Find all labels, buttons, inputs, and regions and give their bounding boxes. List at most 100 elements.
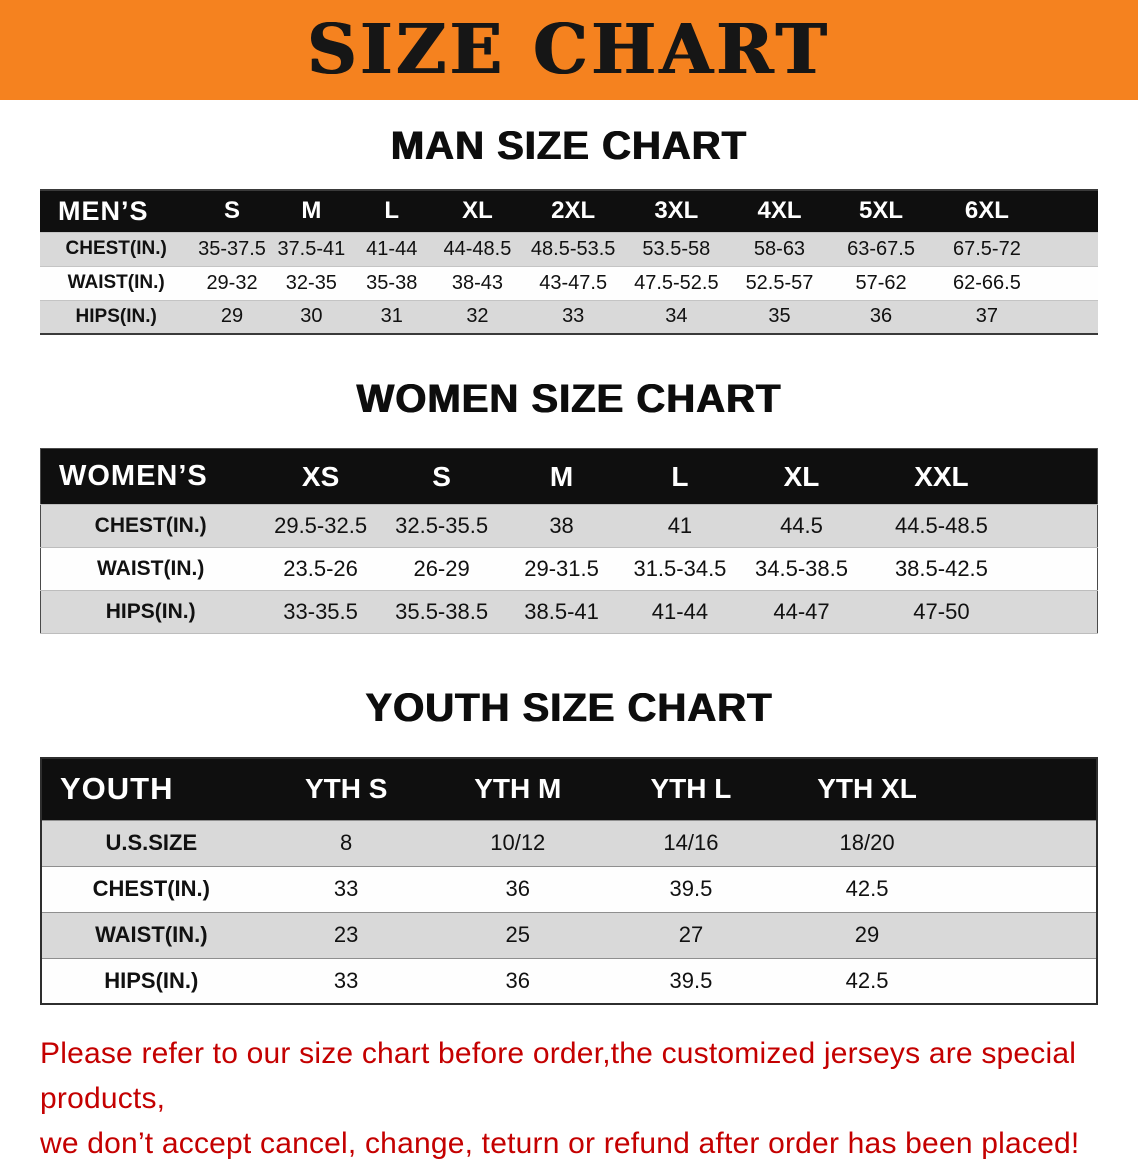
size-value: 57-62 <box>830 266 932 300</box>
size-value: 43-47.5 <box>522 266 624 300</box>
size-value: 37.5-41 <box>271 232 352 266</box>
size-value: 47.5-52.5 <box>623 266 729 300</box>
table-row: U.S.SIZE 8 10/12 14/16 18/20 <box>41 820 1097 866</box>
size-value: 31.5-34.5 <box>620 547 740 591</box>
size-value: 38.5-42.5 <box>863 547 1098 591</box>
disclaimer-line-1: Please refer to our size chart before or… <box>40 1037 1077 1115</box>
size-value: 23.5-26 <box>260 547 381 591</box>
size-value: 39.5 <box>603 958 779 1004</box>
size-column-header: S <box>380 448 503 505</box>
banner: SIZE CHART <box>0 0 1138 100</box>
page-title: SIZE CHART <box>307 10 831 90</box>
size-value: 52.5-57 <box>728 266 831 300</box>
size-value: 44-48.5 <box>432 232 523 266</box>
youth-size-table: YOUTH YTH S YTH M YTH L YTH XL U.S.SIZE 8 10/12… <box>40 757 1098 1005</box>
section-women: WOMEN SIZE CHART WOMEN’S XS S M L XL XXL CHEST(… <box>0 377 1138 634</box>
size-value: 8 <box>260 820 432 866</box>
size-value: 41 <box>620 504 740 548</box>
table-title-cell: WOMEN’S <box>40 448 261 505</box>
size-column-header: YTH S <box>260 758 432 820</box>
size-value: 35.5-38.5 <box>380 590 503 634</box>
size-column-header: YTH XL <box>778 758 1097 820</box>
size-column-header: L <box>351 190 433 232</box>
size-value: 35 <box>728 300 831 334</box>
disclaimer: Please refer to our size chart before or… <box>40 1031 1108 1166</box>
size-value: 47-50 <box>863 590 1098 634</box>
measurement-row-label: WAIST(IN.) <box>41 912 261 958</box>
youth-section-heading: YOUTH SIZE CHART <box>365 686 773 730</box>
table-row: WAIST(IN.) 23.5-26 26-29 29-31.5 31.5-34.5 34… <box>40 547 1098 591</box>
size-value: 34 <box>623 300 729 334</box>
measurement-row-label: HIPS(IN.) <box>41 958 261 1004</box>
size-value: 41-44 <box>351 232 433 266</box>
size-value: 42.5 <box>778 958 1097 1004</box>
size-value: 53.5-58 <box>623 232 729 266</box>
size-value: 26-29 <box>380 547 503 591</box>
size-value: 29.5-32.5 <box>260 504 381 548</box>
measurement-row-label: HIPS(IN.) <box>40 590 261 634</box>
size-column-header: M <box>502 448 621 505</box>
table-header-row: YOUTH YTH S YTH M YTH L YTH XL <box>41 758 1097 820</box>
size-column-header: XL <box>739 448 864 505</box>
size-value: 35-37.5 <box>192 232 272 266</box>
size-value: 32.5-35.5 <box>380 504 503 548</box>
size-value: 35-38 <box>351 266 433 300</box>
size-value: 29 <box>192 300 272 334</box>
size-column-header: M <box>271 190 352 232</box>
size-value: 32 <box>432 300 523 334</box>
size-value: 33 <box>260 866 432 912</box>
size-column-header: 5XL <box>830 190 932 232</box>
size-value: 36 <box>431 866 604 912</box>
disclaimer-line-2: we don’t accept cancel, change, teturn o… <box>40 1127 1080 1160</box>
size-value: 58-63 <box>728 232 831 266</box>
size-column-header: L <box>620 448 740 505</box>
table-title-cell: MEN’S <box>40 190 193 232</box>
size-column-header: XS <box>260 448 381 505</box>
measurement-row-label: WAIST(IN.) <box>40 266 193 300</box>
size-value: 31 <box>351 300 433 334</box>
size-value: 14/16 <box>603 820 779 866</box>
women-section-heading: WOMEN SIZE CHART <box>356 377 782 421</box>
size-value: 48.5-53.5 <box>522 232 624 266</box>
table-row: CHEST(IN.) 35-37.5 37.5-41 41-44 44-48.5 48.5… <box>40 232 1098 266</box>
measurement-row-label: WAIST(IN.) <box>40 547 261 591</box>
table-row: CHEST(IN.) 29.5-32.5 32.5-35.5 38 41 44.5 44.5… <box>40 504 1098 548</box>
measurement-row-label: CHEST(IN.) <box>40 504 261 548</box>
men-size-table: MEN’S S M L XL 2XL 3XL 4XL 5XL 6XL CHEST(IN.) 35-37… <box>40 189 1098 335</box>
size-value: 36 <box>830 300 932 334</box>
size-value: 33-35.5 <box>260 590 381 634</box>
table-row: HIPS(IN.) 33 36 39.5 42.5 <box>41 958 1097 1004</box>
men-section-heading: MAN SIZE CHART <box>390 124 748 168</box>
size-value: 25 <box>431 912 604 958</box>
size-value: 32-35 <box>271 266 352 300</box>
size-value: 42.5 <box>778 866 1097 912</box>
size-value: 38.5-41 <box>502 590 621 634</box>
size-value: 27 <box>603 912 779 958</box>
table-header-row: MEN’S S M L XL 2XL 3XL 4XL 5XL 6XL <box>40 190 1098 232</box>
size-value: 38 <box>502 504 621 548</box>
size-value: 34.5-38.5 <box>739 547 864 591</box>
measurement-row-label: CHEST(IN.) <box>40 232 193 266</box>
measurement-row-label: HIPS(IN.) <box>40 300 193 334</box>
size-value: 33 <box>260 958 432 1004</box>
table-row: HIPS(IN.) 33-35.5 35.5-38.5 38.5-41 41-44 44-… <box>40 590 1098 634</box>
size-value: 30 <box>271 300 352 334</box>
size-value: 38-43 <box>432 266 523 300</box>
measurement-row-label: CHEST(IN.) <box>41 866 261 912</box>
size-column-header: YTH M <box>431 758 604 820</box>
size-column-header: YTH L <box>603 758 779 820</box>
table-header-row: WOMEN’S XS S M L XL XXL <box>40 448 1098 505</box>
size-value: 29-32 <box>192 266 272 300</box>
size-column-header: XXL <box>863 448 1098 505</box>
size-value: 41-44 <box>620 590 740 634</box>
size-column-header: 6XL <box>931 190 1098 232</box>
table-row: HIPS(IN.) 29 30 31 32 33 34 35 36 37 <box>40 300 1098 334</box>
measurement-row-label: U.S.SIZE <box>41 820 261 866</box>
table-row: CHEST(IN.) 33 36 39.5 42.5 <box>41 866 1097 912</box>
size-value: 63-67.5 <box>830 232 932 266</box>
women-size-table: WOMEN’S XS S M L XL XXL CHEST(IN.) 29.5-32.5 32.5… <box>40 448 1098 634</box>
size-column-header: 3XL <box>623 190 729 232</box>
table-row: WAIST(IN.) 29-32 32-35 35-38 38-43 43-47.5 47.… <box>40 266 1098 300</box>
size-value: 62-66.5 <box>931 266 1098 300</box>
